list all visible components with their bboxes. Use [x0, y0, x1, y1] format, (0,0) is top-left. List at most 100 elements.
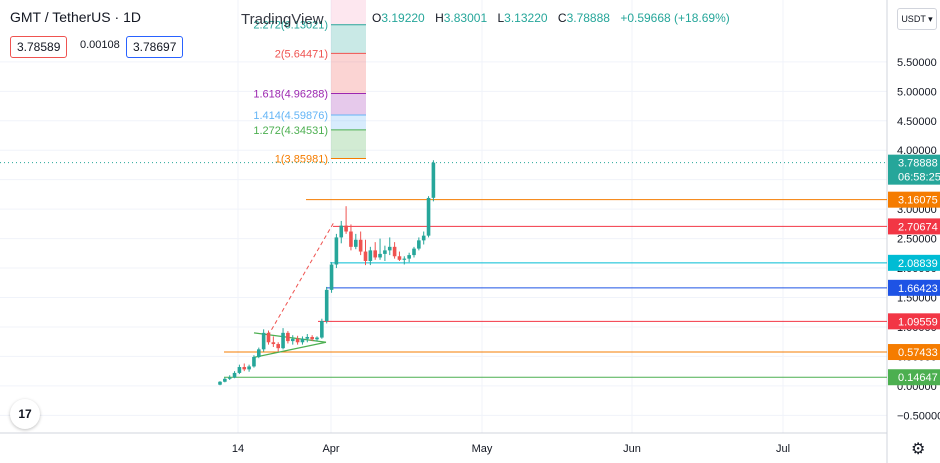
y-tick-label: 4.50000 — [897, 116, 937, 128]
fib-level-label: 1.414(4.59876) — [253, 110, 328, 122]
candle-body — [276, 344, 280, 349]
candle-body — [412, 248, 416, 256]
price-tag — [888, 313, 940, 330]
price-tag — [888, 279, 940, 296]
candle-body — [407, 255, 411, 259]
candle-body — [223, 378, 227, 382]
projection-dashed-line — [267, 221, 335, 337]
candle-body — [257, 349, 261, 358]
candle-body — [232, 372, 237, 378]
y-tick-label: −0.50000 — [897, 410, 940, 422]
currency-selector[interactable]: USDT ▾ — [897, 8, 937, 30]
y-tick-label: 4.00000 — [897, 145, 937, 157]
candle-body — [329, 264, 334, 290]
candle-body — [334, 237, 339, 265]
candle-body — [227, 377, 232, 379]
candle-body — [358, 239, 363, 252]
price-tag-label: 3.16075 — [898, 195, 938, 207]
close-value: 3.78888 — [566, 11, 610, 25]
fib-zone — [331, 93, 366, 115]
countdown-label: 06:58:25 — [898, 172, 940, 184]
price-tag-label: 0.57433 — [898, 347, 938, 359]
triangle-upper-line — [253, 332, 327, 343]
x-tick-label: Jun — [623, 443, 641, 455]
y-tick-label: 5.50000 — [897, 57, 937, 69]
candle-body — [344, 225, 348, 232]
candle-body — [354, 239, 358, 247]
price-tag — [888, 191, 940, 208]
price-tag — [888, 344, 940, 361]
candle-body — [290, 338, 295, 342]
candle-body — [378, 253, 382, 258]
candle-body — [373, 250, 377, 258]
x-tick-label: 14 — [232, 443, 244, 455]
candle-body — [247, 366, 251, 370]
fib-level-label: 2(5.64471) — [275, 48, 328, 60]
buy-price-button[interactable]: 3.78697 — [126, 36, 184, 58]
candle-body — [237, 367, 242, 373]
candle-body — [349, 231, 353, 247]
price-tag-label: 2.08839 — [898, 258, 938, 270]
fib-zone — [331, 129, 366, 159]
candle-body — [286, 332, 290, 342]
symbol-title[interactable]: GMT / TetherUS · 1D — [10, 9, 141, 25]
change-value: +0.59668 (+18.69%) — [620, 11, 730, 25]
triangle-lower-line — [252, 341, 327, 359]
sell-price-button[interactable]: 3.78589 — [10, 36, 68, 58]
candle-body — [363, 251, 368, 261]
candle-body — [383, 250, 387, 254]
tradingview-watermark: TradingView — [241, 11, 324, 28]
candle-body — [426, 197, 431, 236]
candle-body — [252, 357, 256, 367]
candle-body — [310, 336, 314, 340]
candle-body — [315, 337, 319, 340]
fib-level-label: 2.272(6.13021) — [253, 20, 328, 32]
price-tag-label: 1.09559 — [898, 316, 938, 328]
candle-body — [324, 289, 329, 322]
spread-value: 0.00108 — [80, 39, 120, 51]
candle-body — [320, 321, 324, 338]
fib-zone — [331, 24, 366, 54]
high-value: 3.83001 — [443, 11, 488, 25]
fib-level-label: 1(3.85981) — [275, 153, 328, 165]
price-tag-label: 2.70674 — [898, 221, 938, 233]
candle-body — [431, 162, 436, 198]
x-tick-label: Jul — [776, 443, 790, 455]
price-tag — [888, 369, 940, 386]
fib-zone — [331, 114, 366, 130]
candle-body — [218, 381, 222, 385]
open-value: 3.19220 — [381, 11, 425, 25]
candle-body — [368, 250, 373, 261]
candle-body — [281, 332, 285, 349]
gear-icon[interactable]: ⚙ — [911, 441, 926, 458]
y-tick-label: 2.50000 — [897, 234, 937, 246]
last-price-label: 3.78888 — [898, 158, 938, 170]
price-tag-label: 1.66423 — [898, 283, 938, 295]
candle-body — [339, 225, 344, 238]
candle-body — [300, 338, 305, 343]
x-tick-label: Apr — [322, 443, 339, 455]
candle-body — [305, 336, 310, 339]
candle-body — [402, 258, 407, 260]
fib-zone — [331, 53, 366, 94]
price-tag-label: 0.14647 — [898, 372, 938, 384]
candle-body — [242, 367, 247, 370]
price-tag — [888, 218, 940, 235]
ohlc-legend: O3.19220 H3.83001 L3.13220 C3.78888 +0.5… — [372, 11, 730, 25]
candle-body — [392, 246, 397, 257]
fib-level-label: 1.272(4.34531) — [253, 125, 328, 137]
last-price-tag — [888, 154, 940, 185]
price-tag — [888, 254, 940, 271]
fib-level-label: 1.618(4.96288) — [253, 88, 328, 100]
candle-body — [295, 338, 300, 343]
fib-zone-top — [331, 0, 366, 25]
candle-body — [387, 246, 392, 251]
candle-body — [417, 240, 421, 249]
candle-body — [397, 256, 402, 260]
x-tick-label: May — [472, 443, 493, 455]
y-tick-label: 5.00000 — [897, 86, 937, 98]
candle-body — [271, 342, 276, 345]
low-value: 3.13220 — [504, 11, 548, 25]
tradingview-logo-icon[interactable]: 17 — [10, 399, 40, 429]
